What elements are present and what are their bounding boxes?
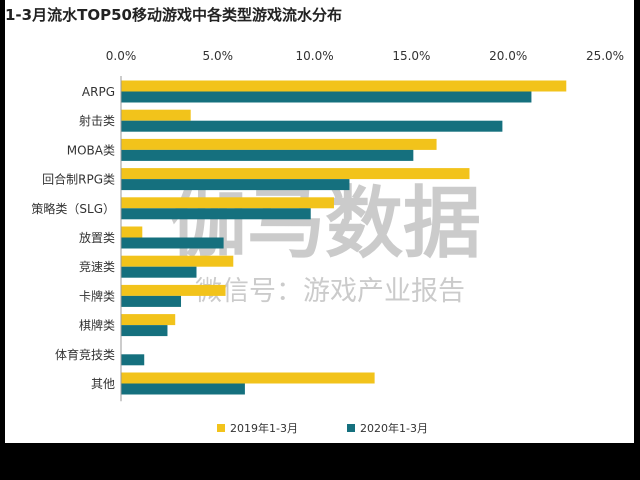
category-label: ARPG: [82, 85, 115, 99]
bar-1: [121, 226, 143, 238]
x-tick-label: 5.0%: [203, 49, 234, 63]
category-label: 卡牌类: [79, 289, 115, 303]
category-label: 回合制RPG类: [42, 172, 115, 187]
category-label: 竞速类: [79, 260, 115, 274]
category-label: 体育竞技类: [55, 347, 115, 362]
bar-1: [121, 168, 470, 180]
chart-title: 1-3月流水TOP50移动游戏中各类型游戏流水分布: [5, 6, 342, 24]
legend-swatch: [347, 424, 355, 432]
bar-1: [121, 314, 176, 326]
bar-1: [121, 80, 567, 92]
bar-1: [121, 197, 334, 209]
bar-2: [121, 325, 168, 337]
watermark-sub-text: 微信号：游戏产业报告: [195, 276, 465, 307]
x-tick-label: 20.0%: [489, 49, 527, 63]
x-tick-label: 10.0%: [296, 49, 334, 63]
watermark: 伽马数据 微信号：游戏产业报告: [169, 179, 481, 307]
category-label: 其他: [91, 377, 115, 391]
bars-group: [121, 80, 567, 395]
bar-1: [121, 109, 191, 121]
chart-card: 伽马数据 微信号：游戏产业报告 0.0% 5.0% 10.0% 15.0% 20.0% 2…: [5, 0, 634, 443]
bar-2: [121, 149, 414, 161]
x-axis-ticks: 0.0% 5.0% 10.0% 15.0% 20.0% 25.0%: [106, 49, 624, 63]
category-label: 放置类: [79, 230, 115, 245]
bar-2: [121, 120, 503, 132]
x-tick-label: 0.0%: [106, 49, 137, 63]
x-tick-label: 15.0%: [392, 49, 430, 63]
bar-chart: 伽马数据 微信号：游戏产业报告 0.0% 5.0% 10.0% 15.0% 20.0% 2…: [31, 49, 624, 435]
legend-swatch: [217, 424, 225, 432]
legend-label: 2020年1-3月: [360, 421, 428, 435]
category-label: MOBA类: [67, 143, 115, 157]
bar-2: [121, 179, 350, 191]
legend-label: 2019年1-3月: [230, 421, 298, 435]
bar-2: [121, 383, 245, 395]
watermark-main-text: 伽马数据: [169, 179, 481, 269]
category-label: 射击类: [79, 113, 115, 128]
bar-1: [121, 284, 226, 296]
category-label: 棋牌类: [79, 319, 115, 333]
bar-2: [121, 295, 182, 307]
legend: 2019年1-3月 2020年1-3月: [217, 421, 428, 435]
bar-2: [121, 91, 532, 103]
bar-2: [121, 354, 145, 366]
bar-1: [121, 255, 234, 267]
bar-2: [121, 208, 311, 220]
bar-2: [121, 237, 224, 249]
bar-2: [121, 266, 197, 278]
bar-1: [121, 138, 437, 150]
x-tick-label: 25.0%: [586, 49, 624, 63]
bar-1: [121, 372, 375, 384]
category-label: 策略类（SLG）: [31, 201, 115, 216]
